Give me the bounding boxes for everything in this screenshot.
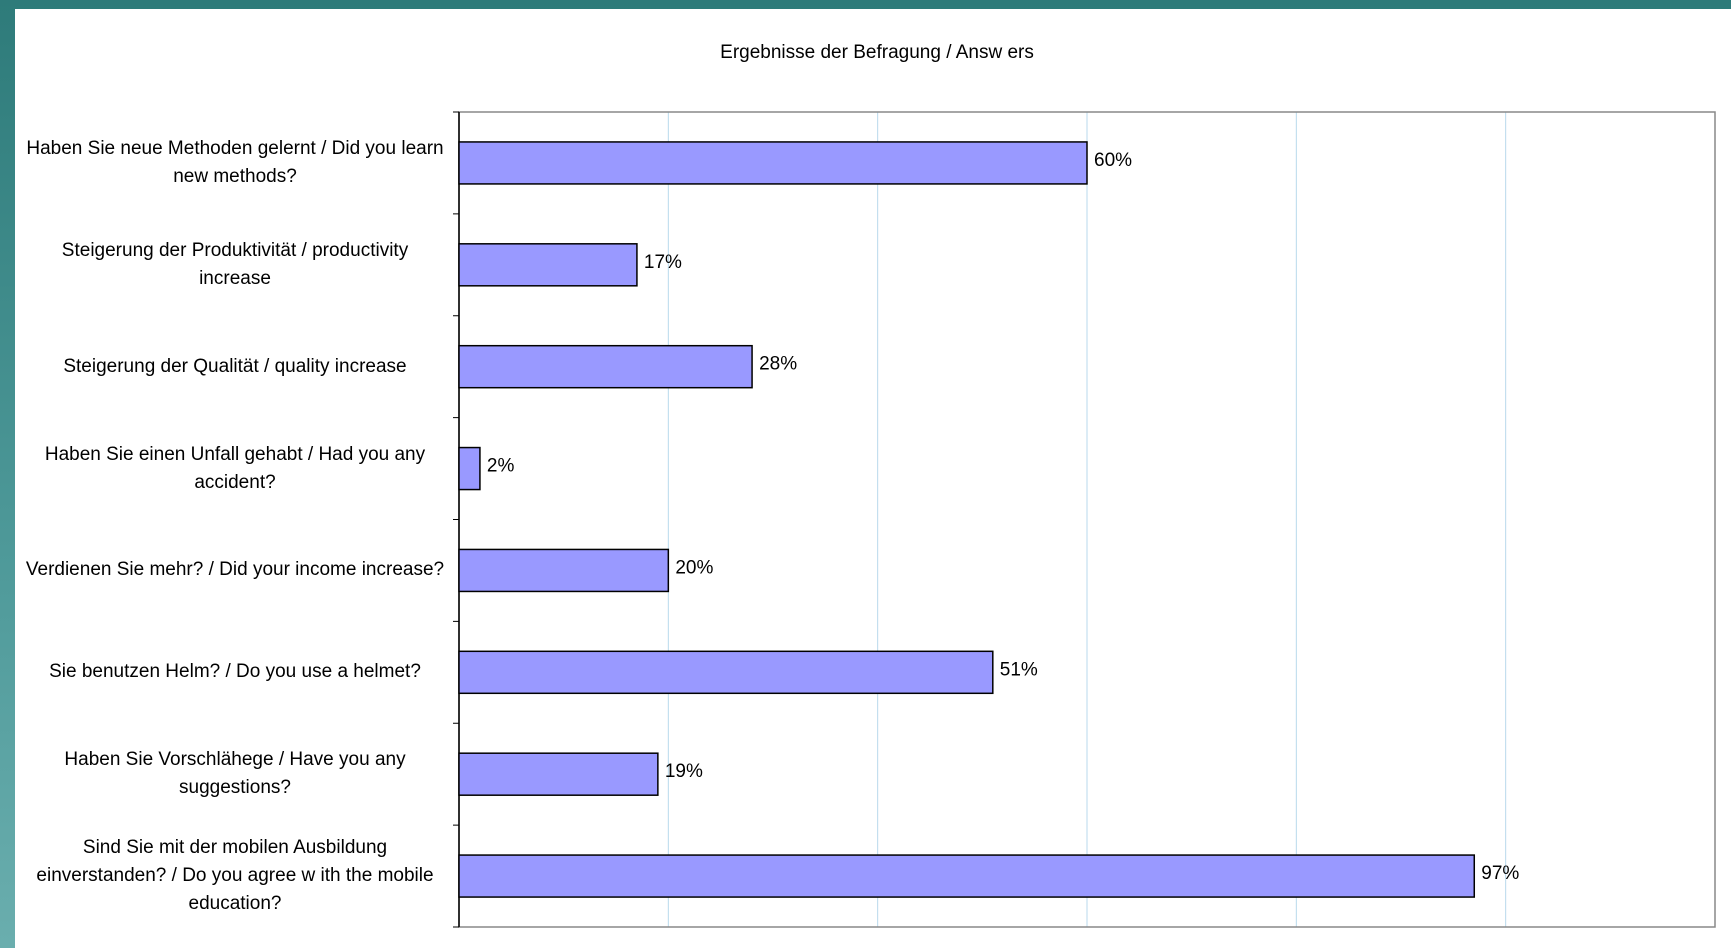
category-label: Haben Sie Vorschlähege / Have you any su… (64, 749, 406, 799)
chart-title: Ergebnisse der Befragung / Answ ers (720, 42, 1034, 63)
data-label: 2% (487, 456, 515, 477)
category-label: Verdienen Sie mehr? / Did your income in… (25, 559, 445, 581)
category-label: Haben Sie einen Unfall gehabt / Had you … (44, 443, 426, 493)
category-label: Sie benutzen Helm? / Do you use a helmet… (49, 661, 421, 683)
category-label: Steigerung der Produktivität / productiv… (61, 239, 409, 289)
data-label: 28% (759, 354, 797, 375)
bar (458, 752, 659, 796)
bar (458, 243, 638, 287)
category-label: Haben Sie neue Methoden gelernt / Did yo… (26, 137, 444, 187)
bar (458, 344, 753, 389)
category-label: Steigerung der Qualität / quality increa… (63, 355, 407, 377)
bar (458, 141, 1088, 185)
data-label: 19% (665, 761, 703, 782)
data-label: 60% (1094, 150, 1132, 171)
category-label: Sind Sie mit der mobilen Ausbildung einv… (36, 837, 434, 915)
bar (458, 650, 994, 695)
bar (458, 446, 481, 491)
bar (458, 854, 1476, 898)
data-label: 97% (1481, 863, 1519, 884)
bar (458, 548, 670, 593)
data-label: 51% (1000, 659, 1038, 680)
data-label: 20% (675, 557, 713, 578)
data-label: 17% (644, 252, 682, 273)
